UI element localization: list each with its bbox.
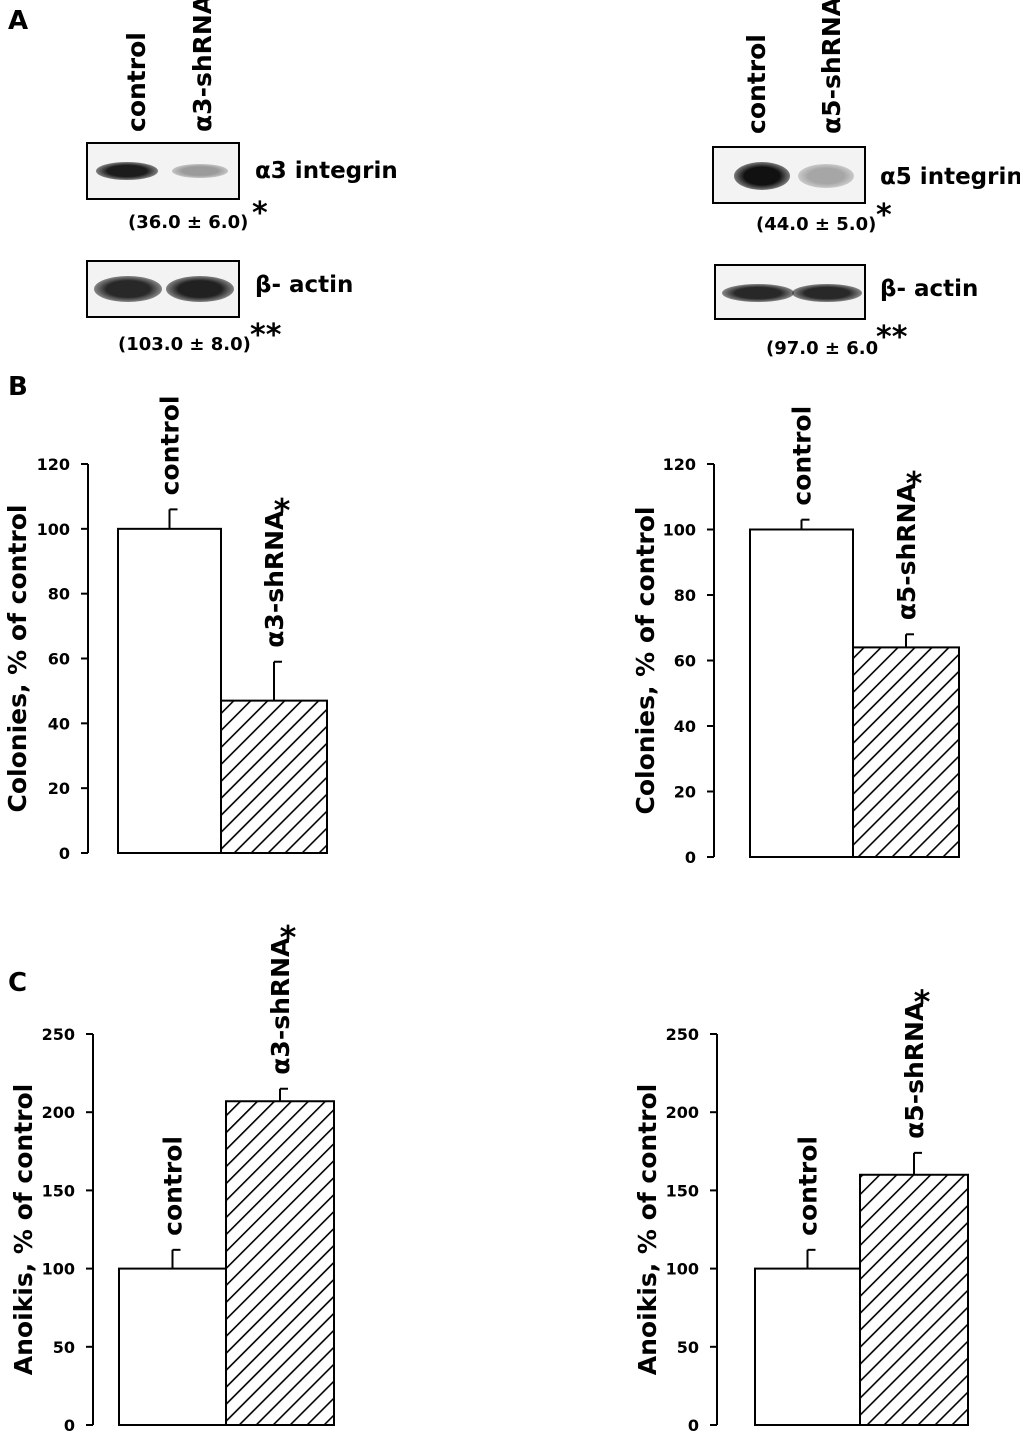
category-label: control bbox=[794, 1136, 823, 1236]
y-tick-label: 0 bbox=[64, 1416, 75, 1435]
category-label: α5-shRNA bbox=[900, 1001, 929, 1139]
y-tick-label: 40 bbox=[48, 714, 70, 733]
quant-actin-right: (97.0 ± 6.0 bbox=[766, 338, 879, 359]
bar-α3-shRNA bbox=[220, 699, 328, 854]
y-tick-label: 250 bbox=[42, 1025, 75, 1044]
y-tick-label: 20 bbox=[674, 783, 696, 802]
significance-star: * bbox=[914, 983, 931, 1021]
quant-alpha5: (44.0 ± 5.0) bbox=[756, 214, 877, 235]
significance-star-actin-left: ** bbox=[250, 318, 282, 353]
y-axis-label: Colonies, % of control bbox=[631, 507, 660, 815]
y-tick-label: 150 bbox=[42, 1181, 75, 1200]
y-tick-label: 150 bbox=[666, 1181, 699, 1200]
band-shrna bbox=[172, 164, 228, 178]
bar-control bbox=[117, 527, 222, 854]
band-actin-shrna bbox=[792, 284, 862, 302]
y-tick-label: 20 bbox=[48, 779, 70, 798]
blot-alpha3-integrin bbox=[86, 142, 240, 200]
category-label: α3-shRNA bbox=[260, 510, 289, 648]
y-tick-label: 100 bbox=[37, 520, 70, 539]
bar-α5-shRNA bbox=[852, 646, 960, 859]
y-tick-label: 200 bbox=[42, 1103, 75, 1122]
band-actin-control bbox=[722, 284, 794, 302]
band-control bbox=[96, 162, 158, 180]
y-tick-label: 40 bbox=[674, 717, 696, 736]
significance-star-actin-right: ** bbox=[876, 320, 908, 355]
significance-star: * bbox=[274, 492, 291, 530]
significance-star: * bbox=[280, 919, 297, 957]
y-tick-label: 60 bbox=[674, 652, 696, 671]
y-tick-label: 50 bbox=[53, 1338, 75, 1357]
category-label: α3-shRNA bbox=[266, 937, 295, 1075]
bar-control bbox=[754, 1267, 861, 1426]
y-tick-label: 50 bbox=[677, 1338, 699, 1357]
y-tick-label: 0 bbox=[59, 844, 70, 863]
category-label: control bbox=[788, 406, 817, 506]
band-actin-shrna bbox=[166, 276, 234, 302]
category-label: control bbox=[156, 396, 185, 496]
category-label: control bbox=[159, 1136, 188, 1236]
y-axis-label: Colonies, % of control bbox=[3, 505, 32, 813]
bar-α5-shRNA bbox=[859, 1173, 969, 1427]
panel-label-b: B bbox=[8, 372, 28, 402]
blot-alpha5-integrin bbox=[712, 146, 866, 204]
y-tick-label: 120 bbox=[37, 455, 70, 474]
y-tick-label: 120 bbox=[663, 455, 696, 474]
significance-star-alpha5: * bbox=[876, 198, 892, 233]
y-tick-label: 100 bbox=[666, 1260, 699, 1279]
y-tick-label: 100 bbox=[42, 1260, 75, 1279]
bar-control bbox=[749, 528, 854, 858]
protein-label-alpha5: α5 integrin bbox=[880, 164, 1020, 190]
y-tick-label: 80 bbox=[48, 585, 70, 604]
band-shrna bbox=[798, 164, 854, 188]
quant-actin-left: (103.0 ± 8.0) bbox=[118, 334, 251, 355]
band-actin-control bbox=[94, 276, 162, 302]
y-tick-label: 250 bbox=[666, 1025, 699, 1044]
y-tick-label: 200 bbox=[666, 1103, 699, 1122]
protein-label-actin-right: β- actin bbox=[880, 276, 979, 302]
y-tick-label: 60 bbox=[48, 650, 70, 669]
panel-label-a: A bbox=[8, 6, 29, 36]
protein-label-alpha3: α3 integrin bbox=[255, 158, 398, 184]
quant-alpha3: (36.0 ± 6.0) bbox=[128, 212, 249, 233]
y-tick-label: 0 bbox=[688, 1416, 699, 1435]
y-tick-label: 0 bbox=[685, 848, 696, 867]
bar-α3-shRNA bbox=[225, 1100, 335, 1426]
bar-control bbox=[118, 1267, 227, 1426]
blot-beta-actin-right bbox=[714, 264, 866, 320]
band-control bbox=[734, 162, 790, 190]
category-label: α5-shRNA bbox=[892, 483, 921, 621]
y-axis-label: Anoikis, % of control bbox=[633, 1084, 662, 1376]
y-tick-label: 80 bbox=[674, 586, 696, 605]
panel-label-c: C bbox=[8, 968, 28, 998]
significance-star: * bbox=[906, 464, 923, 502]
protein-label-actin-left: β- actin bbox=[255, 272, 354, 298]
blot-beta-actin-left bbox=[86, 260, 240, 318]
significance-star-alpha3: * bbox=[252, 196, 268, 231]
y-axis-label: Anoikis, % of control bbox=[9, 1084, 38, 1376]
y-tick-label: 100 bbox=[663, 521, 696, 540]
